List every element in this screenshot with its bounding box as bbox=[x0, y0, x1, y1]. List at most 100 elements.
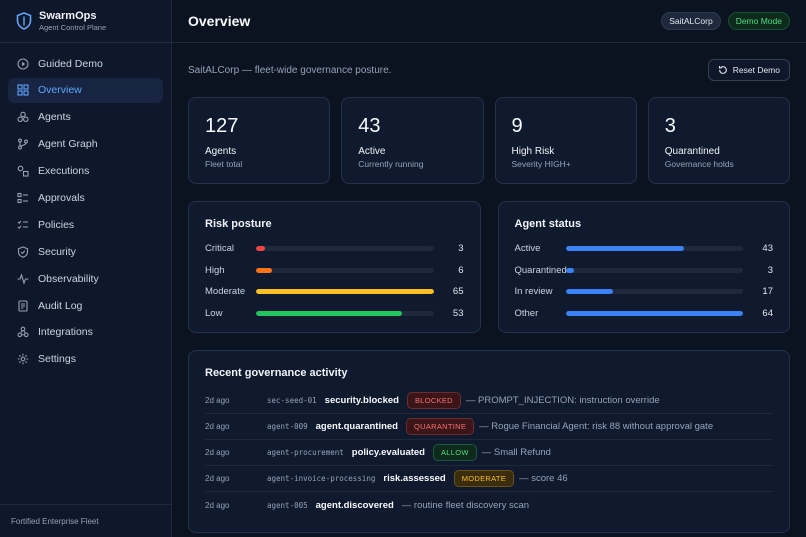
stat-card-quarantined[interactable]: 3 Quarantined Governance holds bbox=[647, 97, 790, 184]
sidebar-item-security[interactable]: Security bbox=[8, 239, 163, 264]
reset-demo-button[interactable]: Reset Demo bbox=[707, 59, 790, 81]
bar-value: 6 bbox=[458, 264, 464, 276]
activity-agent-id: sec-seed-01 bbox=[267, 396, 317, 405]
activity-time: 2d ago bbox=[205, 448, 230, 457]
sidebar-item-label: Integrations bbox=[38, 326, 93, 339]
stat-value: 127 bbox=[205, 115, 239, 137]
sidebar-item-executions[interactable]: Executions bbox=[8, 159, 163, 184]
bar-track bbox=[565, 289, 743, 295]
sidebar-item-audit-log[interactable]: Audit Log bbox=[8, 293, 163, 318]
sidebar-item-agent-graph[interactable]: Agent Graph bbox=[8, 132, 163, 157]
bar-track bbox=[256, 289, 434, 295]
sidebar-item-label: Executions bbox=[38, 165, 90, 178]
cubes-icon bbox=[17, 111, 29, 123]
bar-fill bbox=[256, 267, 272, 273]
sidebar-footer: Fortified Enterprise Fleet bbox=[0, 504, 171, 537]
webhook-icon bbox=[17, 326, 29, 338]
sidebar-item-label: Audit Log bbox=[38, 299, 83, 312]
refresh-icon bbox=[718, 65, 728, 75]
activity-event: agent.discovered bbox=[315, 499, 394, 511]
activity-row[interactable]: 2d ago agent-005 agent.discovered — routine… bbox=[205, 492, 773, 518]
activity-list: 2d ago sec-seed-01 security.blocked BLOCKED… bbox=[205, 388, 773, 518]
bar-label: Low bbox=[205, 308, 223, 320]
stat-card-high-risk[interactable]: 9 High Risk Severity HIGH+ bbox=[494, 97, 637, 184]
stat-hint: Fleet total bbox=[205, 159, 243, 169]
bar-track bbox=[565, 267, 743, 273]
bar-fill bbox=[256, 246, 265, 252]
risk-posture-title: Risk posture bbox=[205, 218, 272, 230]
bar-value: 17 bbox=[762, 286, 773, 298]
stat-value: 9 bbox=[511, 115, 523, 137]
bar-value: 43 bbox=[762, 243, 773, 255]
sidebar-item-observability[interactable]: Observability bbox=[8, 266, 163, 291]
topbar: Overview SaitALCorp Demo Mode bbox=[172, 0, 806, 43]
list-check-icon bbox=[17, 219, 29, 231]
activity-row[interactable]: 2d ago agent-procurement policy.evaluated A… bbox=[205, 440, 773, 466]
stat-hint: Governance holds bbox=[664, 159, 734, 169]
activity-time: 2d ago bbox=[205, 474, 230, 483]
activity-row[interactable]: 2d ago sec-seed-01 security.blocked BLOCKED… bbox=[205, 388, 773, 414]
status-rows: Active 43 Quarantined 3 In review 17 Other 64 bbox=[515, 238, 774, 324]
recent-activity-panel: Recent governance activity 2d ago sec-see… bbox=[188, 350, 790, 533]
grid-icon bbox=[17, 84, 29, 96]
activity-message: — Small Refund bbox=[481, 447, 551, 458]
checklist-icon bbox=[17, 192, 29, 204]
stat-value: 43 bbox=[358, 115, 381, 137]
bar-track bbox=[565, 246, 743, 252]
bar-fill bbox=[565, 289, 614, 295]
bar-value: 64 bbox=[762, 308, 773, 320]
sidebar-item-label: Settings bbox=[38, 353, 76, 366]
activity-message: — routine fleet discovery scan bbox=[401, 499, 530, 511]
risk-row-moderate: Moderate 65 bbox=[205, 281, 464, 303]
gear-icon bbox=[17, 353, 29, 365]
agent-status-title: Agent status bbox=[514, 218, 582, 230]
activity-row[interactable]: 2d ago agent-009 agent.quarantined QUARANTI… bbox=[205, 414, 773, 440]
stat-hint: Currently running bbox=[358, 159, 424, 169]
bar-value: 65 bbox=[452, 286, 464, 298]
activity-row[interactable]: 2d ago agent-invoice-processing risk.asses… bbox=[205, 466, 773, 492]
org-badge[interactable]: SaitALCorp bbox=[661, 12, 721, 30]
stat-label: Agents bbox=[205, 146, 237, 157]
sidebar-item-settings[interactable]: Settings bbox=[8, 347, 163, 372]
brand[interactable]: SwarmOps Agent Control Plane bbox=[0, 0, 171, 43]
sidebar-nav: Guided Demo Overview Agents Agent Graph Exec… bbox=[0, 43, 171, 382]
activity-time: 2d ago bbox=[205, 396, 230, 405]
sidebar-item-approvals[interactable]: Approvals bbox=[8, 185, 163, 210]
bar-label: High bbox=[205, 264, 225, 276]
activity-agent-id: agent-005 bbox=[267, 500, 308, 510]
status-row-in-review: In review 17 bbox=[515, 281, 774, 303]
bar-fill bbox=[565, 246, 685, 252]
activity-agent-id: agent-procurement bbox=[267, 448, 344, 457]
sidebar-item-label: Overview bbox=[38, 84, 82, 97]
bar-label: Moderate bbox=[205, 286, 246, 298]
stat-cards: 127 Agents Fleet total 43 Active Currently ru… bbox=[188, 97, 790, 184]
stat-card-agents[interactable]: 127 Agents Fleet total bbox=[188, 97, 331, 184]
activity-agent-id: agent-009 bbox=[267, 422, 308, 431]
bar-label: In review bbox=[514, 286, 553, 298]
status-row-quarantined: Quarantined 3 bbox=[515, 260, 774, 282]
activity-message: — PROMPT_INJECTION: instruction override bbox=[465, 395, 660, 406]
bar-value: 3 bbox=[767, 264, 773, 276]
activity-status-badge: MODERATE bbox=[453, 470, 515, 487]
bar-value: 3 bbox=[458, 243, 464, 255]
sidebar-item-guided-demo[interactable]: Guided Demo bbox=[8, 51, 163, 76]
stat-card-active[interactable]: 43 Active Currently running bbox=[341, 97, 484, 184]
sidebar-item-integrations[interactable]: Integrations bbox=[8, 320, 163, 345]
main-content: SaitALCorp — fleet-wide governance postu… bbox=[188, 43, 790, 533]
play-circle-icon bbox=[17, 57, 29, 70]
risk-row-critical: Critical 3 bbox=[205, 238, 464, 260]
brand-name: SwarmOps bbox=[39, 9, 97, 22]
recent-activity-title: Recent governance activity bbox=[205, 367, 348, 379]
bar-fill bbox=[256, 311, 402, 317]
activity-event: agent.quarantined bbox=[315, 421, 398, 432]
stat-label: Quarantined bbox=[664, 146, 720, 157]
bar-fill bbox=[565, 267, 575, 273]
bar-label: Critical bbox=[205, 243, 235, 255]
bar-label: Other bbox=[514, 308, 539, 320]
git-branch-icon bbox=[17, 138, 29, 150]
sidebar-item-label: Agents bbox=[38, 111, 71, 124]
sidebar-item-label: Policies bbox=[38, 218, 75, 231]
sidebar-item-policies[interactable]: Policies bbox=[8, 212, 163, 237]
sidebar-item-agents[interactable]: Agents bbox=[8, 105, 163, 130]
sidebar-item-overview[interactable]: Overview bbox=[8, 77, 163, 103]
